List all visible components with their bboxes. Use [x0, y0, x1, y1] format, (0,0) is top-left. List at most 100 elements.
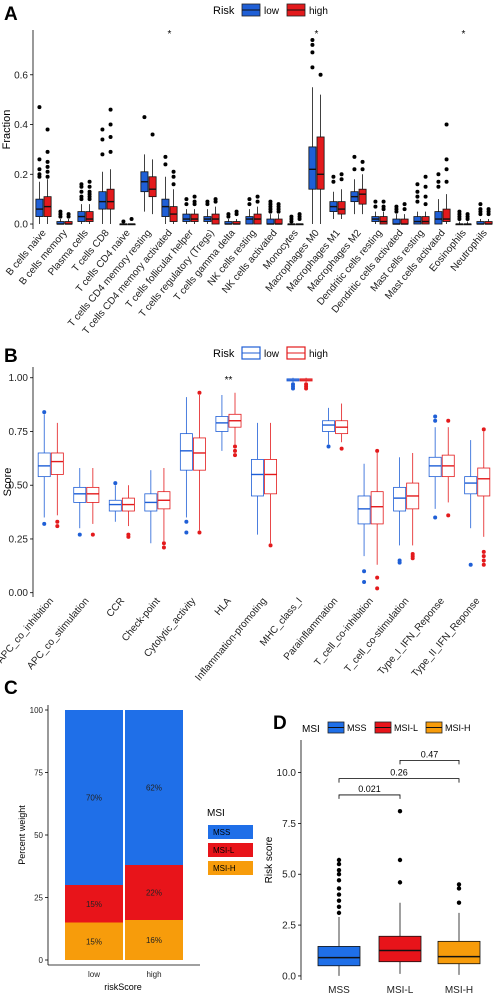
outlier-point	[150, 132, 155, 137]
outlier-point	[126, 534, 131, 539]
outlier-point	[402, 202, 407, 207]
outlier-point	[375, 448, 380, 453]
outlier-point	[336, 910, 342, 916]
outlier-point	[171, 174, 176, 179]
outlier-point	[90, 532, 95, 537]
outlier-point	[142, 115, 147, 120]
outlier-point	[336, 857, 342, 863]
outlier-point	[55, 519, 60, 524]
outlier-point	[444, 179, 449, 184]
outlier-point	[481, 549, 486, 554]
legend-label: MSI-L	[394, 723, 418, 733]
legend-title: MSI	[302, 724, 320, 735]
box-low	[357, 495, 371, 525]
outlier-point	[456, 900, 462, 905]
box-high	[358, 188, 367, 205]
box-low	[215, 416, 229, 432]
outlier-point	[436, 184, 441, 189]
bar-segment-MSS	[125, 710, 183, 865]
bar-segment-MSI-H	[125, 920, 183, 960]
significance-mark: *	[168, 29, 172, 40]
box-low	[108, 499, 122, 512]
outlier-point	[423, 184, 428, 189]
y-tick-label: 0.25	[9, 534, 29, 545]
y-axis-title: Risk score	[264, 836, 275, 883]
outlier-point	[108, 149, 113, 154]
outlier-point	[233, 453, 238, 458]
y-tick-label: 0.50	[9, 481, 29, 492]
y-tick-label: 50	[34, 831, 43, 840]
outlier-point	[444, 122, 449, 127]
x-tick-label: Type_II_IFN_Reponse	[410, 596, 483, 680]
box-high	[421, 216, 430, 225]
y-axis-title: Percent weight	[17, 805, 27, 865]
comparison-bracket	[338, 778, 460, 783]
significance-mark: *	[462, 29, 466, 40]
x-tick-label: CCR	[105, 596, 127, 620]
bar-segment-MSI-H	[65, 922, 123, 960]
outlier-point	[336, 904, 342, 909]
outlier-point	[362, 569, 367, 574]
y-tick-label: 100	[30, 706, 44, 715]
outlier-point	[37, 105, 42, 110]
outlier-point	[331, 174, 336, 179]
outlier-point	[205, 202, 210, 207]
outlier-point	[352, 154, 357, 159]
y-tick-label: 75	[34, 769, 43, 778]
bar-value-label: 62%	[146, 784, 162, 793]
outlier-point	[436, 179, 441, 184]
outlier-point	[37, 174, 42, 179]
outlier-point	[318, 72, 323, 77]
x-tick-label: low	[88, 970, 100, 979]
bar-value-label: 22%	[146, 889, 162, 898]
box-high	[85, 211, 94, 222]
outlier-point	[108, 107, 113, 112]
legend-label: MSI-H	[445, 723, 471, 733]
outlier-point	[297, 217, 302, 222]
outlier-point	[226, 214, 231, 219]
outlier-point	[481, 554, 486, 559]
box-low	[464, 476, 478, 495]
x-tick-label: high	[146, 970, 161, 979]
box-low	[251, 459, 264, 497]
legend-title: Risk	[213, 5, 235, 17]
panel-label-d: D	[273, 713, 287, 734]
legend-label: high	[309, 6, 328, 17]
outlier-point	[362, 579, 367, 584]
bar-segment-MSS	[65, 710, 123, 885]
outlier-point	[478, 202, 483, 207]
bar-value-label: 15%	[86, 900, 102, 909]
outlier-point	[213, 199, 218, 204]
box-low	[413, 216, 422, 225]
outlier-point	[163, 154, 168, 159]
legend-title: Risk	[213, 348, 235, 360]
y-tick-label: 0.2	[14, 170, 28, 181]
y-tick-label: 1.00	[9, 373, 29, 384]
outlier-point	[465, 217, 470, 222]
outlier-point	[197, 390, 202, 395]
outlier-point	[415, 182, 420, 187]
outlier-point	[336, 861, 342, 867]
comparison-p-value: 0.021	[358, 784, 381, 794]
bar-segment-MSI-L	[65, 885, 123, 923]
outlier-point	[290, 386, 295, 391]
y-tick-label: 0.75	[9, 427, 29, 438]
outlier-point	[433, 414, 438, 419]
outlier-point	[444, 167, 449, 172]
legend-key-MSS	[208, 825, 253, 839]
x-tick-label: Inflammation-promoting	[193, 596, 269, 684]
outlier-point	[415, 189, 420, 194]
outlier-point	[336, 892, 342, 897]
box-low	[73, 486, 87, 503]
outlier-point	[310, 42, 315, 47]
outlier-point	[247, 197, 252, 202]
outlier-point	[397, 857, 403, 863]
outlier-point	[255, 199, 260, 204]
legend-label: MSI-H	[213, 864, 236, 873]
outlier-point	[397, 808, 403, 814]
outlier-point	[55, 524, 60, 529]
outlier-point	[197, 530, 202, 535]
outlier-point	[184, 197, 189, 202]
